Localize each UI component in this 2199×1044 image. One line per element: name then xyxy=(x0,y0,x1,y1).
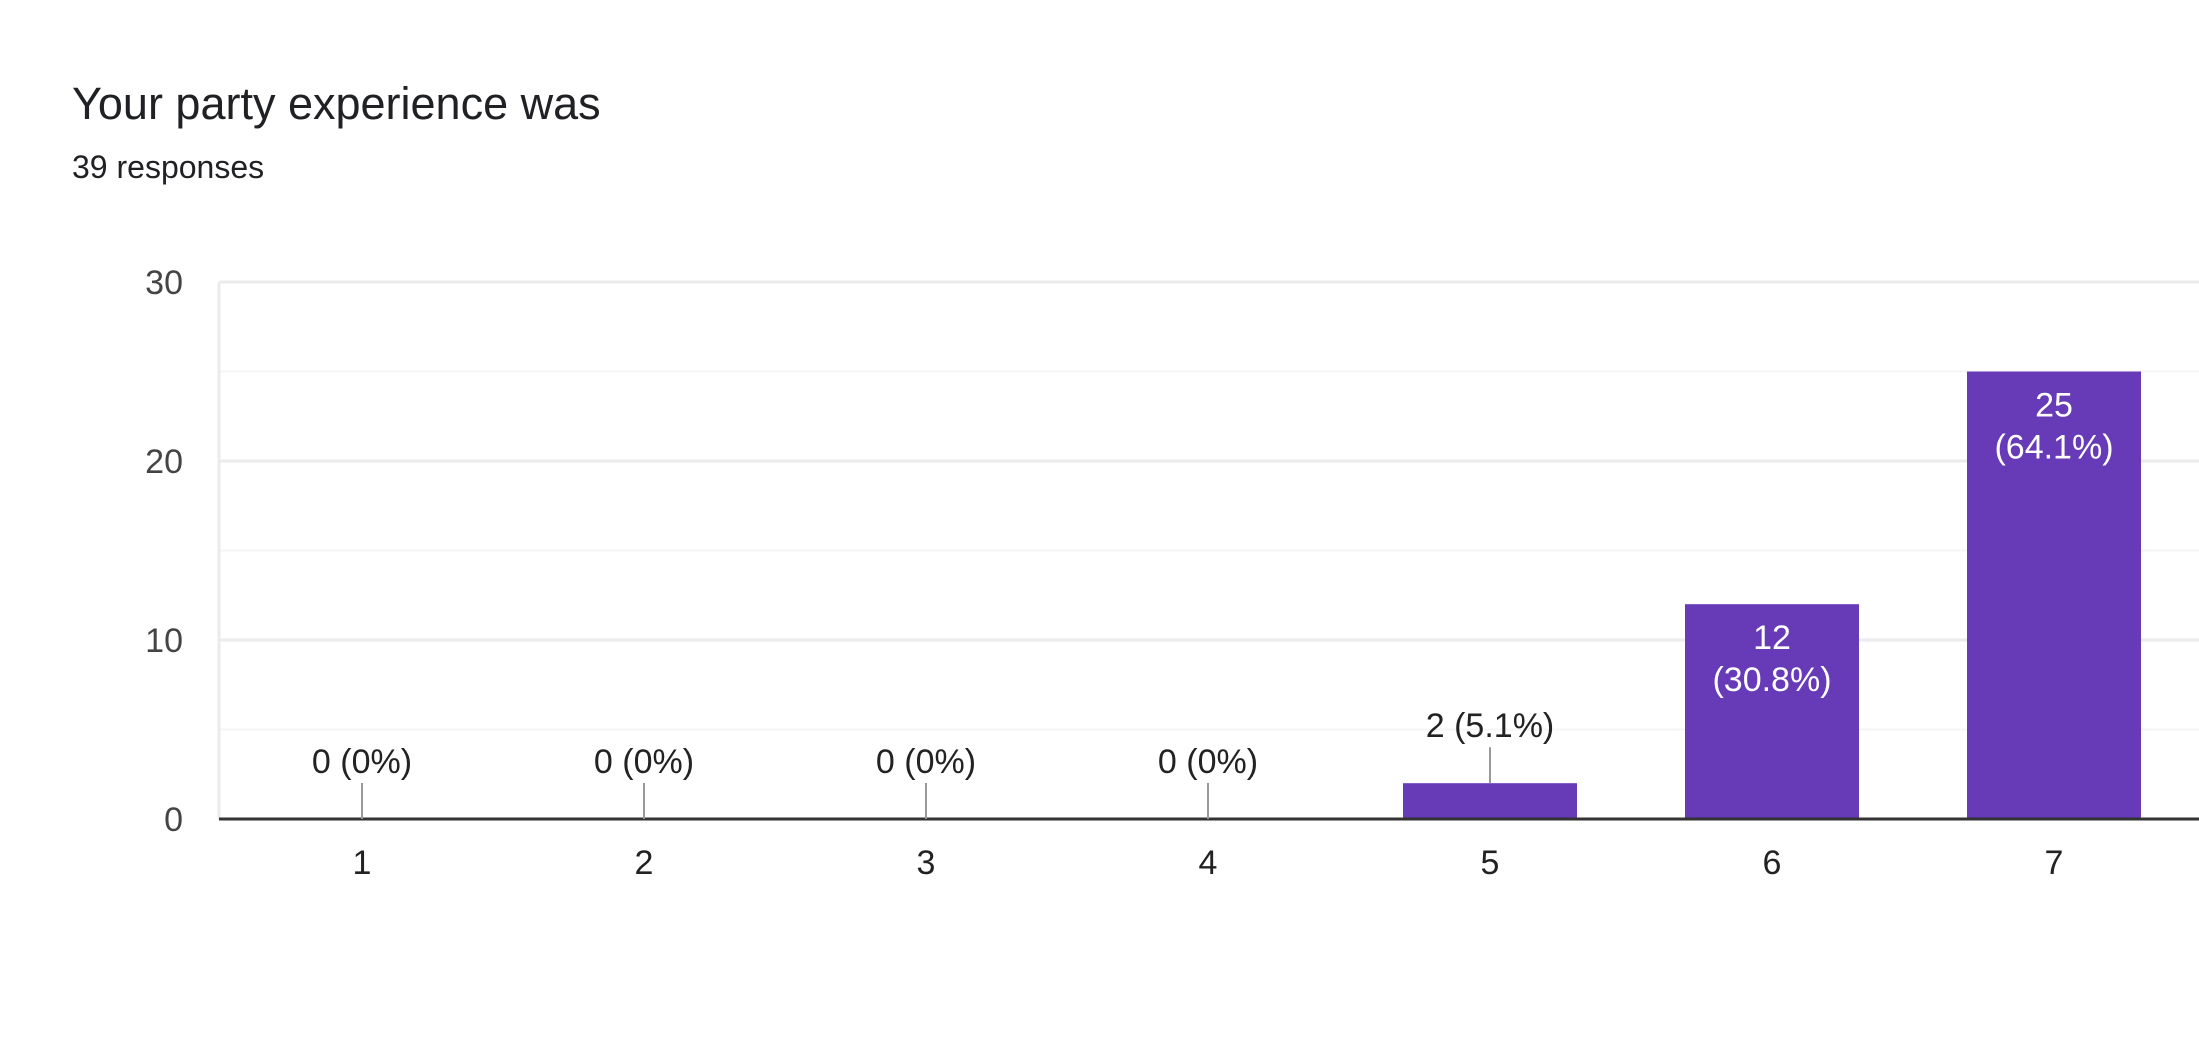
x-tick-label: 6 xyxy=(1763,844,1782,882)
data-labels: 0 (0%) 0 (0%) 0 (0%) 0 (0%) 2 (5.1%) 12 (30.8%… xyxy=(312,387,2114,819)
y-tick-label: 0 xyxy=(164,801,183,839)
x-tick-label: 3 xyxy=(917,844,936,882)
data-label: 0 (0%) xyxy=(876,743,976,781)
grid-lines xyxy=(219,280,2199,731)
y-tick-label: 30 xyxy=(145,264,183,302)
data-label: 0 (0%) xyxy=(1158,743,1258,781)
data-label: (64.1%) xyxy=(1994,429,2113,467)
data-label: 2 (5.1%) xyxy=(1426,707,1555,745)
x-tick-label: 7 xyxy=(2045,844,2064,882)
response-count: 39 responses xyxy=(72,149,265,185)
data-label: (30.8%) xyxy=(1712,661,1831,699)
bar xyxy=(1403,783,1577,819)
data-label: 0 (0%) xyxy=(312,743,412,781)
bar xyxy=(1967,371,2141,819)
bars xyxy=(1403,371,2141,819)
x-tick-label: 1 xyxy=(353,844,372,882)
data-label: 12 xyxy=(1753,619,1791,657)
x-tick-label: 2 xyxy=(635,844,654,882)
x-tick-label: 5 xyxy=(1481,844,1500,882)
y-tick-label: 20 xyxy=(145,443,183,481)
data-label: 25 xyxy=(2035,387,2073,425)
x-tick-label: 4 xyxy=(1199,844,1218,882)
chart-title: Your party experience was xyxy=(72,78,601,129)
bar xyxy=(1685,604,1859,819)
data-label: 0 (0%) xyxy=(594,743,694,781)
y-tick-label: 10 xyxy=(145,622,183,660)
